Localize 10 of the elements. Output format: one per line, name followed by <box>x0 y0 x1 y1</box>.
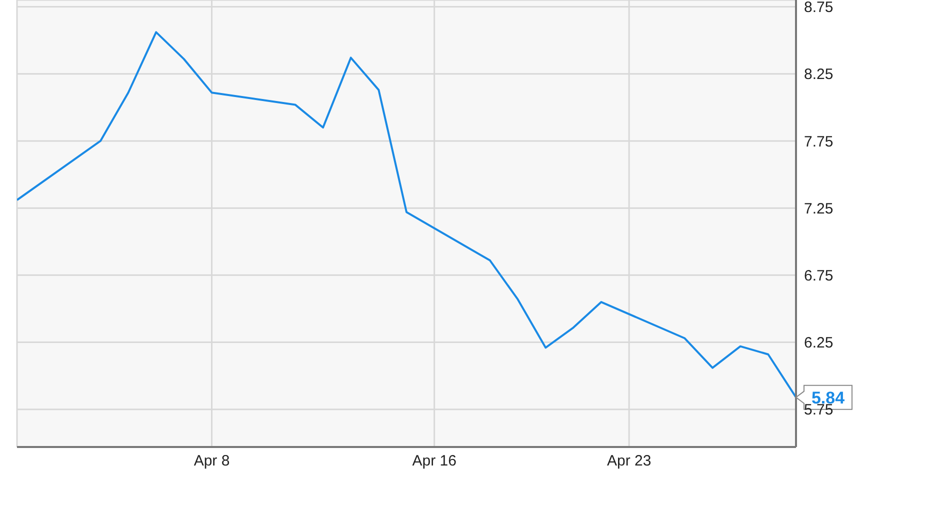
y-tick-label: 8.25 <box>804 66 834 84</box>
x-tick-label: Apr 23 <box>606 452 652 470</box>
y-tick-label: 8.75 <box>804 0 834 16</box>
y-tick-label: 6.25 <box>804 334 834 352</box>
y-tick-label: 6.75 <box>804 268 834 285</box>
y-tick-label: 7.75 <box>804 133 834 150</box>
y-tick-label: 7.25 <box>804 200 834 218</box>
x-tick-label: Apr 8 <box>194 452 230 470</box>
x-tick-label: Apr 16 <box>412 452 456 470</box>
line-series <box>17 31 796 398</box>
